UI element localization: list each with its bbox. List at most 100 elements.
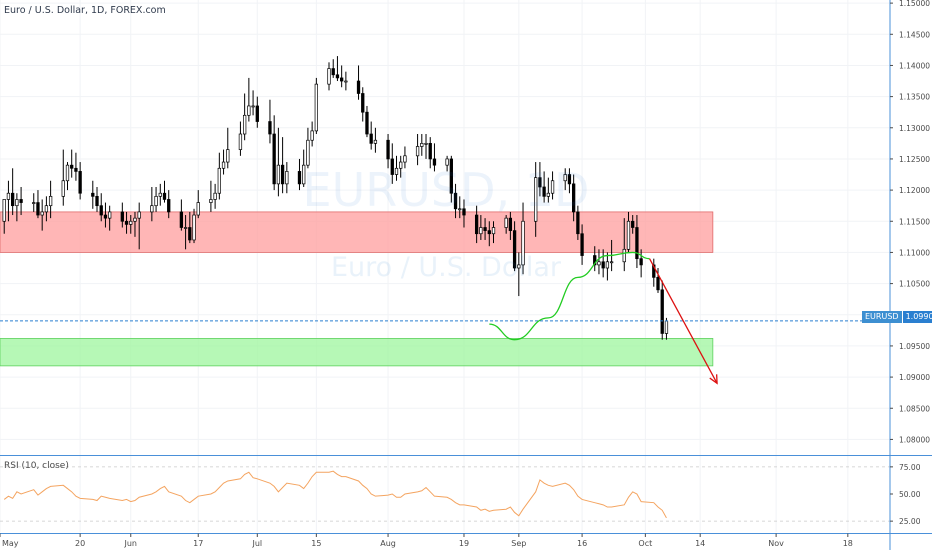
candle-down	[340, 77, 344, 82]
candle-down	[652, 264, 656, 278]
symbol-legend[interactable]: Euro / U.S. Dollar, 1D, FOREX.com	[4, 5, 166, 16]
candle-down	[462, 208, 466, 216]
candle-up	[605, 261, 610, 269]
x-tick-label: Jun	[124, 539, 138, 548]
candle-up	[622, 248, 626, 263]
candle-up	[137, 211, 141, 219]
price-tag-value: 1.09901	[902, 311, 932, 323]
candle-down	[78, 171, 82, 194]
candle-up	[491, 227, 496, 235]
candle-up	[238, 133, 243, 150]
rsi-axis: 75.00 50.00 25.00	[890, 463, 921, 526]
candle-down	[635, 227, 639, 260]
x-tick-label: Oct	[638, 539, 652, 548]
candle-down	[120, 211, 124, 222]
candle-up	[445, 158, 449, 166]
candle-up	[183, 227, 188, 229]
candle-up	[242, 114, 247, 135]
candle-down	[19, 199, 23, 203]
candle-down	[656, 277, 660, 291]
x-tick-label: 19	[459, 539, 469, 548]
rsi-tick-label: 50.00	[899, 490, 921, 499]
candle-down	[580, 233, 584, 256]
candle-down	[74, 167, 78, 172]
candle-up	[48, 195, 53, 207]
candle-up	[424, 143, 428, 145]
y-tick-label: 1.08500	[899, 404, 930, 413]
y-tick-label: 1.15000	[899, 0, 930, 8]
candle-down	[474, 214, 479, 235]
candle-down	[124, 220, 129, 225]
candle-up	[563, 174, 567, 182]
candle-up	[192, 214, 196, 241]
price-tag-symbol: EURUSD	[862, 311, 902, 323]
candle-down	[36, 202, 40, 216]
rsi-tick-label: 25.00	[899, 517, 921, 526]
candle-up	[609, 261, 614, 264]
candle-down	[483, 227, 487, 231]
candle-up	[285, 171, 289, 185]
candle-up	[40, 211, 44, 216]
candle-up	[44, 205, 49, 213]
candle-down	[487, 230, 491, 235]
candle-down	[179, 211, 184, 228]
candle-down	[11, 192, 15, 207]
candle-up	[314, 83, 319, 132]
y-tick-label: 1.13000	[899, 124, 930, 133]
candle-down	[428, 143, 432, 160]
candle-down	[601, 261, 605, 269]
x-tick-label: Jul	[251, 539, 262, 548]
x-axis: May 20 Jun 17 Jul 15 Aug 19 Sep 16 Oct 14 Nov 18	[0, 533, 853, 548]
candle-up	[373, 139, 378, 144]
candle-down	[567, 174, 572, 185]
candle-up	[626, 220, 631, 250]
candle-up	[546, 192, 550, 197]
candle-down	[280, 164, 285, 185]
candle-up	[150, 205, 154, 213]
current-price-tag: EURUSD 1.09901	[862, 311, 932, 323]
candle-up	[597, 261, 601, 266]
candle-down	[639, 258, 643, 266]
candle-up	[108, 211, 112, 219]
grid	[0, 0, 890, 532]
x-tick-label: 14	[695, 539, 705, 548]
rsi-legend[interactable]: RSI (10, close)	[4, 461, 69, 471]
projection-down-line	[649, 258, 718, 384]
candle-up	[517, 264, 521, 269]
x-tick-label: 20	[75, 539, 85, 548]
candle-down	[272, 133, 276, 185]
candle-down	[255, 105, 259, 122]
candle-up	[302, 164, 306, 185]
candle-up	[32, 202, 36, 204]
candle-down	[167, 199, 171, 213]
y-tick-label: 1.13500	[899, 93, 930, 102]
y-tick-label: 1.12500	[899, 155, 930, 164]
rsi-line	[3, 470, 667, 519]
candle-down	[386, 139, 390, 160]
candle-up	[154, 195, 158, 207]
candle-up	[209, 199, 213, 203]
candle-up	[15, 199, 19, 207]
candle-up	[521, 220, 525, 266]
x-tick-label: May	[2, 539, 19, 548]
candle-up	[247, 105, 251, 116]
candle-down	[449, 158, 453, 194]
candle-up	[158, 192, 162, 197]
candle-up	[664, 320, 669, 334]
candle-down	[576, 211, 580, 235]
candle-down	[95, 195, 99, 207]
y-tick-label: 1.10500	[899, 280, 930, 289]
projection-up-curve	[489, 251, 650, 341]
candle-up	[251, 105, 255, 108]
candle-down	[365, 111, 369, 135]
y-tick-label: 1.14000	[899, 61, 930, 70]
candle-up	[458, 208, 462, 211]
candle-down	[91, 192, 95, 197]
x-tick-label: Sep	[511, 539, 526, 548]
candle-up	[479, 227, 483, 235]
candle-up	[129, 220, 133, 225]
y-tick-label: 1.14500	[899, 30, 930, 39]
candle-down	[390, 158, 394, 175]
